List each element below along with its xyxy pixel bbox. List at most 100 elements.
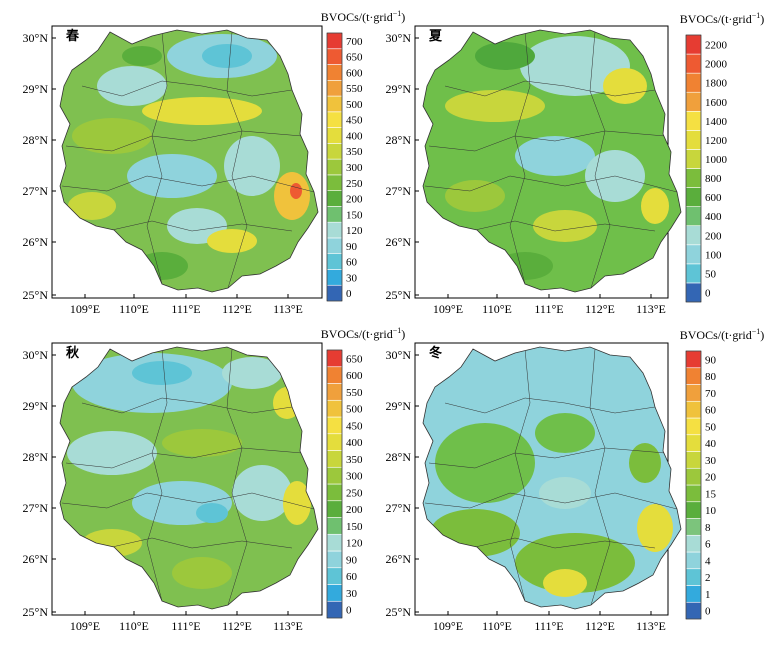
prefecture-boundaries: [61, 31, 315, 289]
colorbar-tick-label: 250: [346, 487, 363, 499]
colorbar-swatch: [326, 450, 343, 468]
colorbar-swatch: [326, 64, 343, 81]
lon-tick-label: 113°E: [636, 302, 666, 316]
colorbar-swatch: [685, 434, 702, 452]
colorbar-tick-label: 10: [705, 505, 717, 517]
lon-tick-label: 112°E: [585, 619, 615, 633]
colorbar-tick-label: 550: [346, 387, 363, 399]
colorbar-swatch: [326, 416, 343, 435]
colorbar-swatch: [685, 225, 702, 246]
lat-tick-label: 27°N: [23, 184, 49, 198]
colorbar-swatch: [685, 263, 702, 284]
colorbar-swatch: [685, 484, 702, 503]
colorbar-swatch: [326, 483, 343, 502]
colorbar-swatch: [685, 400, 702, 419]
colorbar-tick-label: 1600: [705, 97, 728, 109]
season-label: 冬: [429, 345, 442, 360]
colorbar-swatch: [326, 517, 343, 535]
colorbar-tick-label: 400: [705, 211, 722, 223]
lat-tick-label: 27°N: [386, 501, 412, 515]
lon-tick-label: 112°E: [222, 302, 252, 316]
colorbar-tick-label: 700: [346, 36, 363, 48]
colorbar-tick-label: 600: [705, 192, 722, 204]
colorbar: 0 30 60 90 120 150 200 250 300 350 400 450 500 550 600…: [326, 32, 363, 302]
panel-summer-annotations: 夏 30°N 29°N 28°N 27°N 26°N 25°N 109°E 110°E 111°E…: [386, 11, 765, 316]
colorbar-outline: [326, 349, 343, 619]
lat-tick-label: 25°N: [23, 288, 49, 302]
colorbar-swatch: [685, 72, 702, 93]
lat-tick-label: 30°N: [23, 348, 49, 362]
lat-tick-label: 30°N: [23, 31, 49, 45]
prefecture-boundaries: [424, 348, 678, 606]
colorbar-unit-label: BVOCs/(t·grid−1): [321, 326, 406, 341]
colorbar-tick-label: 60: [346, 571, 358, 583]
lon-tick-label: 112°E: [222, 619, 252, 633]
colorbar-swatch: [326, 584, 343, 602]
colorbar-tick-label: 90: [346, 554, 358, 566]
colorbar-swatch: [685, 367, 702, 385]
colorbar-swatch: [685, 130, 702, 150]
colorbar-tick-label: 50: [705, 421, 717, 433]
colorbar-tick-label: 60: [346, 257, 358, 269]
colorbar-swatch: [326, 466, 343, 485]
colorbar-swatch: [326, 349, 343, 368]
lat-tick-label: 30°N: [386, 348, 412, 362]
colorbar-swatch: [326, 399, 343, 418]
season-label: 夏: [428, 28, 443, 43]
colorbar-swatch: [326, 206, 343, 223]
season-label: 秋: [66, 345, 80, 360]
prefecture-boundaries: [424, 31, 678, 289]
colorbar-swatch: [326, 600, 343, 619]
colorbar-tick-label: 2000: [705, 59, 728, 71]
colorbar-swatch: [685, 501, 702, 519]
lon-tick-label: 113°E: [636, 619, 666, 633]
colorbar-tick-label: 120: [346, 538, 363, 550]
lat-tick-label: 25°N: [386, 605, 412, 619]
colorbar: 0 30 60 90 120 150 200 250 300 350 400 450 500 550 600…: [326, 349, 363, 619]
colorbar-tick-label: 40: [705, 438, 717, 450]
lat-tick-label: 28°N: [23, 450, 49, 464]
lat-tick-label: 27°N: [23, 501, 49, 515]
colorbar-swatch: [326, 32, 343, 50]
colorbar-swatch: [685, 206, 702, 227]
colorbar-swatch: [685, 34, 702, 55]
colorbar-tick-label: 1400: [705, 116, 728, 128]
colorbar-swatch: [685, 601, 702, 620]
lat-tick-label: 26°N: [386, 552, 412, 566]
lat-tick-label: 28°N: [386, 450, 412, 464]
annotations-layer: 春 30°N 29°N 28°N 27°N 26°N 25°N 109°E 110°E 111°E…: [23, 9, 765, 633]
lat-tick-label: 29°N: [386, 82, 412, 96]
lat-tick-label: 26°N: [23, 552, 49, 566]
colorbar-swatch: [326, 95, 343, 113]
panel-winter-annotations: 冬 30°N 29°N 28°N 27°N 26°N 25°N 109°E 110°E 111°E…: [386, 327, 765, 633]
colorbar-swatch: [326, 253, 343, 270]
colorbar-tick-label: 6: [705, 539, 711, 551]
panel-spring-annotations: 春 30°N 29°N 28°N 27°N 26°N 25°N 109°E 110°E 111°E…: [23, 9, 406, 316]
colorbar-swatch: [685, 168, 702, 188]
colorbar-tick-label: 15: [705, 488, 717, 500]
colorbar-swatch: [685, 149, 702, 169]
colorbar-swatch: [685, 244, 702, 265]
lon-tick-label: 111°E: [171, 619, 200, 633]
colorbar-tick-label: 150: [346, 209, 363, 221]
colorbar-tick-label: 80: [705, 371, 717, 383]
colorbar-tick-label: 50: [705, 268, 717, 280]
panel-autumn-annotations: 秋 30°N 29°N 28°N 27°N 26°N 25°N 109°E 110°E 111°E…: [23, 326, 406, 633]
colorbar-swatch: [685, 91, 702, 112]
colorbar-tick-label: 90: [346, 241, 358, 253]
colorbar-swatch: [685, 568, 702, 586]
colorbar-swatch: [326, 366, 343, 384]
colorbar-swatch: [685, 110, 702, 131]
colorbar-tick-label: 400: [346, 130, 363, 142]
colorbar-tick-label: 500: [346, 99, 363, 111]
colorbar-swatch: [326, 48, 343, 65]
panel-autumn: [51, 342, 323, 616]
lon-tick-label: 109°E: [70, 302, 100, 316]
colorbar-swatch: [326, 221, 343, 239]
colorbar: 0 1 2 4 6 8 10 15 20 30 40 50 60 70 80 90: [685, 350, 717, 620]
colorbar-swatch: [326, 127, 343, 144]
colorbar-swatch: [685, 53, 702, 74]
colorbar-unit-label: BVOCs/(t·grid−1): [680, 11, 765, 26]
colorbar-tick-label: 30: [705, 455, 717, 467]
colorbar-tick-label: 400: [346, 437, 363, 449]
